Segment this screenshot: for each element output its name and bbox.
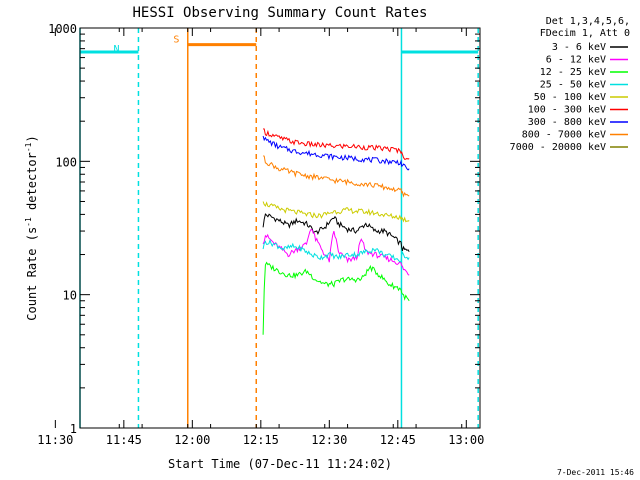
x-tick-label-1: 11:45: [106, 433, 142, 447]
y-label-sup2: -1: [24, 142, 33, 152]
series-line-6: [262, 135, 410, 171]
y-label-end: ): [25, 135, 39, 142]
y-tick-label-3: 1000: [48, 22, 77, 36]
legend-label-5: 100 - 300 keV: [528, 105, 606, 116]
series-line-2: [262, 261, 410, 335]
series-line-5: [263, 128, 410, 160]
legend-label-0: 3 - 6 keV: [552, 42, 606, 53]
legend-label-6: 300 - 800 keV: [528, 117, 606, 128]
legend: Det 1,3,4,5,6,FDecim 1, Att 0 3 - 6 keV 6 …: [510, 16, 630, 153]
y-axis: 1 10 100 1000: [48, 22, 480, 436]
y-label-mid: detector: [25, 152, 39, 217]
marker-n: N: [114, 44, 120, 55]
x-tick-label-2: 12:00: [174, 433, 210, 447]
series-line-4: [262, 201, 410, 223]
y-label-sup1: -1: [24, 217, 33, 227]
x-tick-label-5: 12:45: [380, 433, 416, 447]
x-tick-label-3: 12:15: [243, 433, 279, 447]
legend-label-1: 6 - 12 keV: [546, 55, 606, 66]
x-tick-label-6: 13:00: [448, 433, 484, 447]
legend-label-4: 50 - 100 keV: [534, 92, 606, 103]
y-label-main: Count Rate (s: [25, 227, 39, 321]
x-axis-label: Start Time (07-Dec-11 11:24:02): [168, 457, 392, 471]
series-line-0: [262, 213, 410, 252]
series-line-3: [262, 238, 410, 263]
x-axis: 11:30 11:45 12:00 12:15 12:30 12:45 13:00: [37, 28, 484, 447]
y-tick-label-1: 10: [63, 289, 77, 303]
timestamp: 7-Dec-2011 15:46: [557, 468, 634, 477]
y-tick-label-2: 100: [55, 155, 77, 169]
x-tick-label-4: 12:30: [311, 433, 347, 447]
legend-label-2: 12 - 25 keV: [540, 67, 606, 78]
legend-header-0: Det 1,3,4,5,6,: [546, 16, 630, 27]
legend-label-7: 800 - 7000 keV: [522, 130, 606, 141]
legend-label-8: 7000 - 20000 keV: [510, 142, 606, 153]
plot-area: NS: [79, 27, 481, 429]
legend-header-1: FDecim 1, Att 0: [540, 28, 630, 39]
plot-frame: [79, 27, 481, 429]
x-tick-label-0: 11:30: [37, 433, 73, 447]
series-line-7: [262, 155, 410, 198]
y-tick-label-0: 1: [70, 422, 77, 436]
legend-label-3: 25 - 50 keV: [540, 80, 606, 91]
y-axis-label: Count Rate (s-1 detector-1): [24, 135, 39, 320]
marker-s: S: [173, 34, 179, 45]
chart-title: HESSI Observing Summary Count Rates: [132, 5, 427, 21]
